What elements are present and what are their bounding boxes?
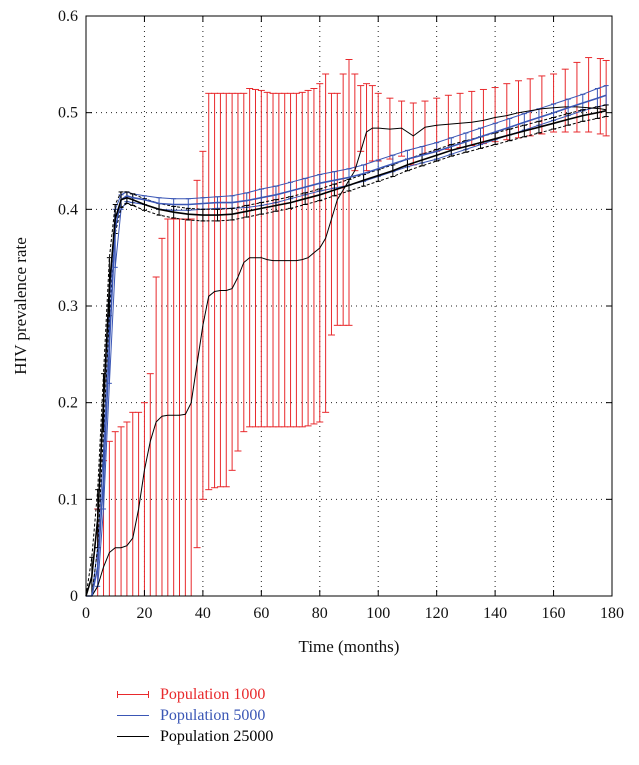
axis-ticks: 0 20 40 60 80 100 120 140 160 180 0 0.1 0.2 0.3 0.4 0.5… xyxy=(58,8,624,622)
y-tick-label: 0.1 xyxy=(58,491,78,508)
series-layer xyxy=(85,57,610,597)
y-tick-label: 0.2 xyxy=(58,395,78,412)
legend-label: Population 5000 xyxy=(160,706,266,724)
legend-swatch-blue xyxy=(117,715,149,716)
series-envelope-lower xyxy=(86,116,607,597)
hiv-prevalence-chart: 0 20 40 60 80 100 120 140 160 180 0 0.1 0.2 0.3 0.4 0.5… xyxy=(11,8,624,656)
x-tick-label: 120 xyxy=(425,605,449,622)
legend-item-population-25000: Population 25000 xyxy=(117,726,273,747)
legend-label: Population 1000 xyxy=(160,685,266,703)
series-2 xyxy=(86,85,609,597)
y-tick-label: 0.3 xyxy=(58,298,78,315)
x-tick-label: 100 xyxy=(366,605,390,622)
x-tick-label: 20 xyxy=(136,605,152,622)
y-tick-label: 0.6 xyxy=(58,8,78,25)
x-tick-label: 160 xyxy=(542,605,566,622)
series-line-1 xyxy=(86,106,607,597)
series-line-3 xyxy=(85,109,607,597)
x-tick-label: 40 xyxy=(195,605,211,622)
legend-item-population-1000: Population 1000 xyxy=(117,684,273,705)
series-envelope-upper xyxy=(85,104,607,597)
x-tick-label: 60 xyxy=(253,605,269,622)
legend-item-population-5000: Population 5000 xyxy=(117,705,273,726)
series-1 xyxy=(94,57,610,597)
legend-label: Population 25000 xyxy=(160,727,274,745)
x-tick-label: 80 xyxy=(312,605,328,622)
legend-swatch-red xyxy=(117,691,149,698)
y-tick-label: 0.4 xyxy=(58,201,78,218)
x-tick-label: 180 xyxy=(600,605,624,622)
series-line-2 xyxy=(86,94,607,597)
x-axis-label: Time (months) xyxy=(299,637,400,656)
x-tick-label: 140 xyxy=(483,605,507,622)
legend: Population 1000 Population 5000 Populati… xyxy=(117,684,273,747)
x-tick-label: 0 xyxy=(82,605,90,622)
y-tick-label: 0.5 xyxy=(58,105,78,122)
legend-swatch-black xyxy=(117,736,149,737)
series-3 xyxy=(85,104,609,597)
series-envelope-upper xyxy=(86,85,607,597)
y-tick-label: 0 xyxy=(70,588,78,605)
y-axis-label: HIV prevalence rate xyxy=(11,237,30,375)
